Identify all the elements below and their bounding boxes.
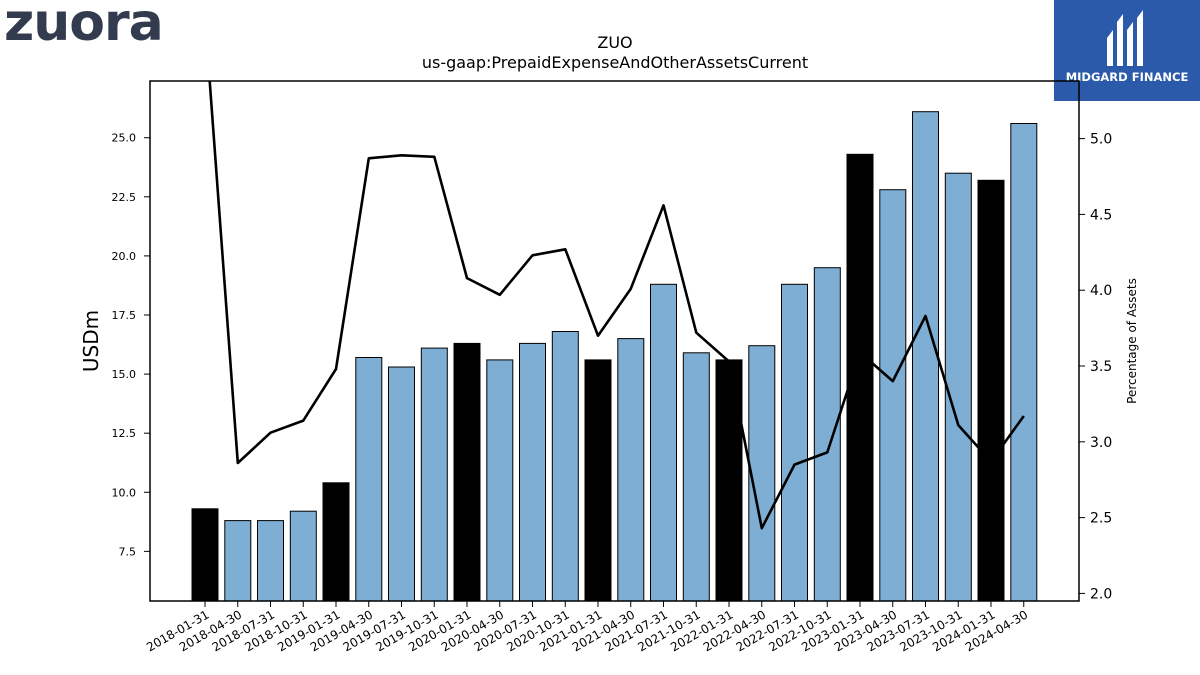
chart-subtitle: us-gaap:PrepaidExpenseAndOtherAssetsCurr… [422, 53, 808, 72]
bar-2019-01-31 [322, 482, 350, 602]
plot-frame [149, 80, 1080, 602]
bar-2018-10-31 [289, 510, 317, 602]
y-tick-label: 20.0 [112, 250, 137, 263]
bar-2023-04-30 [879, 189, 907, 602]
y2-tick-label: 4.5 [1090, 207, 1112, 223]
bar-2021-01-31 [584, 359, 612, 602]
zuora-logo: zuora [4, 0, 164, 53]
bar-2018-04-30 [224, 520, 252, 602]
y2-axis-label: Percentage of Assets [1125, 278, 1139, 404]
bar-2021-10-31 [682, 352, 710, 602]
bar-2019-10-31 [420, 347, 448, 602]
y-tick-label: 17.5 [112, 309, 137, 322]
bar-2018-07-31 [257, 520, 284, 602]
bar-2022-01-31 [715, 359, 743, 602]
bar-2019-07-31 [388, 366, 415, 602]
bar-2020-07-31 [519, 342, 546, 602]
chart-title: ZUO [597, 33, 632, 52]
midgard-finance-logo: MIDGARD FINANCE [1054, 0, 1200, 101]
y-tick-label: 25.0 [112, 132, 137, 145]
bar-2023-10-31 [944, 172, 972, 602]
line-layer [208, 81, 1025, 530]
bar-2020-04-30 [486, 359, 514, 602]
bar-2021-07-31 [650, 283, 677, 602]
bar-2022-10-31 [813, 267, 841, 602]
y-tick-label: 12.5 [112, 427, 137, 440]
y2-tick-label: 4.0 [1090, 283, 1112, 299]
y-tick-label: 15.0 [112, 368, 137, 381]
bar-2022-07-31 [781, 283, 808, 602]
y-axis-label: USDm [79, 310, 103, 372]
bar-2021-04-30 [617, 338, 645, 602]
y2-tick-label: 5.0 [1090, 132, 1112, 148]
y-tick-label: 22.5 [112, 191, 137, 204]
y-tick-label: 10.0 [112, 486, 137, 499]
bar-2023-07-31 [912, 111, 939, 602]
y2-tick-label: 3.5 [1090, 359, 1112, 375]
percentage-of-assets-line [208, 81, 1025, 530]
bar-2024-04-30 [1010, 123, 1038, 602]
y2-tick-label: 2.5 [1090, 511, 1112, 527]
bar-2020-01-31 [453, 342, 481, 602]
bar-2020-10-31 [551, 331, 579, 602]
midgard-logo-mark-icon [1107, 10, 1143, 66]
bar-2022-04-30 [748, 345, 776, 602]
y2-tick-label: 3.0 [1090, 435, 1112, 451]
bar-2019-04-30 [355, 357, 383, 602]
bar-2018-01-31 [191, 508, 219, 602]
midgard-logo-text: MIDGARD FINANCE [1065, 70, 1189, 84]
bar-2024-01-31 [977, 179, 1005, 602]
bars-layer [191, 111, 1038, 602]
y-tick-label: 7.5 [119, 545, 137, 558]
y2-tick-label: 2.0 [1090, 586, 1112, 602]
